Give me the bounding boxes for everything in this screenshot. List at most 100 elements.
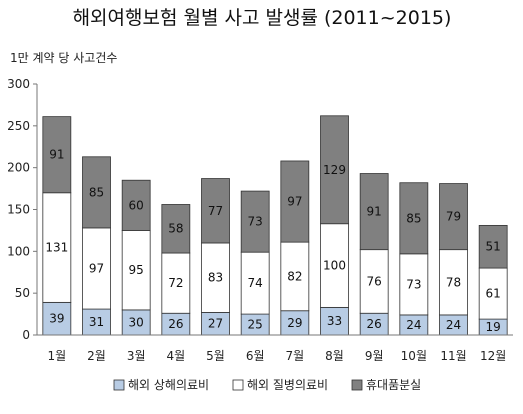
data-label: 58 — [168, 222, 183, 236]
x-tick-label: 2월 — [87, 349, 106, 363]
bar-segment — [478, 267, 508, 320]
x-tick-label: 8월 — [325, 349, 344, 363]
y-tick-label: 150 — [7, 203, 30, 217]
bar-stack: 25 74 73 — [240, 190, 270, 336]
legend-label: 휴대품분실 — [366, 378, 421, 392]
data-label: 72 — [168, 276, 183, 290]
bar-segment — [121, 230, 151, 311]
x-tick-label: 12월 — [480, 349, 506, 363]
y-axis: 0 50 100 150 200 250 300 — [7, 77, 38, 342]
bar-stack: 31 97 85 — [82, 156, 111, 336]
data-label: 39 — [49, 312, 64, 326]
bar-segment — [161, 204, 191, 254]
bar-segment — [478, 224, 508, 269]
data-label: 76 — [367, 274, 382, 288]
bar-segment — [359, 249, 389, 314]
data-label: 25 — [248, 318, 263, 332]
legend-swatch — [113, 379, 125, 391]
bar-segment — [42, 301, 72, 336]
bar-segment — [121, 179, 151, 231]
x-tick-label: 1월 — [47, 349, 66, 363]
legend-item: 휴대품분실 — [351, 378, 421, 392]
bar-segment — [320, 306, 349, 336]
x-tick-label: 7월 — [285, 349, 304, 363]
bar-segment — [42, 192, 72, 303]
data-label: 26 — [168, 317, 183, 331]
data-label: 30 — [129, 315, 144, 329]
data-label: 91 — [49, 148, 64, 162]
bar-segment — [42, 116, 72, 194]
y-tick-label: 300 — [7, 77, 30, 91]
data-label: 29 — [287, 316, 302, 330]
data-label: 61 — [486, 287, 501, 301]
data-label: 97 — [287, 195, 302, 209]
data-label: 82 — [287, 269, 302, 283]
data-label: 131 — [45, 241, 68, 255]
bar-segment — [280, 310, 310, 336]
data-label: 24 — [446, 318, 461, 332]
bar-stack: 26 76 91 — [359, 173, 389, 336]
bar-stack: 39 131 91 — [42, 116, 72, 336]
x-tick-label: 9월 — [365, 349, 384, 363]
bar-segment — [280, 241, 310, 312]
y-tick-label: 250 — [7, 119, 30, 133]
bar-segment — [201, 178, 230, 244]
bar-stack: 19 61 51 — [478, 224, 508, 336]
bar-segment — [439, 183, 468, 251]
data-label: 85 — [89, 185, 104, 199]
bar-segment — [280, 160, 310, 243]
x-tick-label: 11월 — [440, 349, 466, 363]
bar-segment — [161, 252, 191, 314]
legend-item: 해외 상해의료비 — [113, 378, 209, 392]
bar-stack: 33 100 129 — [320, 115, 349, 336]
data-label: 83 — [208, 271, 223, 285]
x-axis: 1월 2월 3월 4월 5월 6월 7월 8월 9월 10월 11월 12월 — [37, 334, 513, 363]
bar-stack: 27 83 77 — [201, 178, 230, 336]
data-label: 33 — [327, 314, 342, 328]
data-label: 73 — [406, 277, 421, 291]
data-label: 97 — [89, 261, 104, 275]
data-label: 77 — [208, 204, 223, 218]
chart-title: 해외여행보험 월별 사고 발생률 (2011~2015) — [73, 7, 452, 29]
y-tick-label: 50 — [15, 286, 30, 300]
y-tick-label: 100 — [7, 244, 30, 258]
data-label: 85 — [406, 211, 421, 225]
data-label: 79 — [446, 210, 461, 224]
data-label: 73 — [248, 215, 263, 229]
bar-segment — [201, 242, 230, 313]
bar-stack: 24 73 85 — [399, 182, 429, 336]
data-label: 129 — [323, 163, 346, 177]
data-label: 26 — [367, 317, 382, 331]
data-label: 95 — [129, 263, 144, 277]
legend-item: 해외 질병의료비 — [232, 378, 328, 392]
data-label: 31 — [89, 315, 104, 329]
data-label: 74 — [248, 276, 263, 290]
data-label: 24 — [406, 318, 421, 332]
bar-segment — [359, 173, 389, 251]
bar-stack: 24 78 79 — [439, 183, 468, 336]
bar-segment — [399, 182, 429, 255]
legend-swatch — [232, 379, 244, 391]
data-label: 51 — [486, 240, 501, 254]
legend-swatch — [351, 379, 363, 391]
legend-label: 해외 상해의료비 — [128, 378, 209, 392]
x-tick-label: 3월 — [127, 349, 146, 363]
bar-segment — [320, 115, 349, 225]
data-label: 78 — [446, 275, 461, 289]
x-tick-label: 10월 — [401, 349, 427, 363]
bar-segment — [82, 227, 111, 310]
bar-segment — [82, 156, 111, 229]
bar-stack: 29 82 97 — [280, 160, 310, 336]
bar-segment — [399, 253, 429, 316]
data-label: 60 — [129, 198, 144, 212]
x-tick-label: 5월 — [206, 349, 225, 363]
data-label: 91 — [367, 205, 382, 219]
data-label: 100 — [323, 259, 346, 273]
x-tick-label: 4월 — [166, 349, 185, 363]
x-tick-label: 6월 — [246, 349, 265, 363]
y-axis-unit-label: 1만 계약 당 사고건수 — [10, 50, 117, 65]
bars: 39 131 91 31 97 85 30 95 60 26 72 58 27 83 77 25 74 73 29 8… — [42, 115, 508, 336]
bar-stack: 26 72 58 — [161, 204, 191, 336]
data-label: 27 — [208, 317, 223, 331]
